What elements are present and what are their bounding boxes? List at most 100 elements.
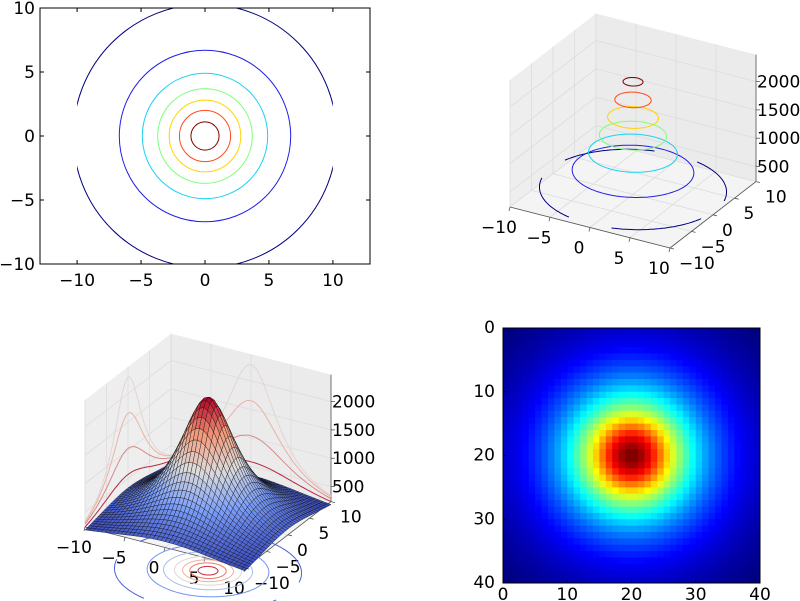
heatmap-cell <box>689 340 697 348</box>
heatmap-cell <box>682 493 690 501</box>
heatmap-cell <box>663 442 671 450</box>
heatmap-cell <box>657 372 665 380</box>
heatmap-cell <box>605 347 613 354</box>
heatmap-cell <box>644 436 652 444</box>
heatmap-cell <box>515 500 523 507</box>
heatmap-cell <box>644 455 652 463</box>
heatmap-cell <box>644 468 652 476</box>
heatmap-cell <box>631 551 639 558</box>
heatmap-cell <box>522 372 530 380</box>
heatmap-cell <box>573 538 581 546</box>
heatmap-cell <box>740 442 748 450</box>
x-tick-label: −5 <box>101 548 126 568</box>
heatmap-cell <box>747 423 754 431</box>
heatmap-cell <box>708 347 716 354</box>
heatmap-cell <box>682 404 690 412</box>
heatmap-cell <box>747 576 754 584</box>
heatmap-cell <box>573 347 581 354</box>
heatmap-cell <box>631 557 639 565</box>
heatmap-cell <box>631 532 639 539</box>
grid-line <box>509 40 597 108</box>
heatmap-cell <box>657 366 665 374</box>
heatmap-cell <box>740 519 748 527</box>
heatmap-cell <box>670 506 677 514</box>
heatmap-cell <box>528 449 536 456</box>
heatmap-cell <box>503 340 510 348</box>
heatmap-cell <box>695 563 703 571</box>
contour-line-3d <box>622 77 644 87</box>
heatmap-cell <box>586 519 594 527</box>
heatmap-cell <box>753 532 761 539</box>
heatmap-cell <box>676 404 684 412</box>
heatmap-cell <box>747 442 754 450</box>
heatmap-cell <box>541 410 549 418</box>
heatmap-cell <box>644 551 652 558</box>
heatmap-cell <box>650 340 658 348</box>
heatmap-cell <box>753 436 761 444</box>
heatmap-cell <box>528 372 536 380</box>
heatmap-cell <box>515 532 523 539</box>
heatmap-cell <box>618 512 626 520</box>
heatmap-cell <box>535 436 542 444</box>
heatmap-cell <box>625 353 632 361</box>
heatmap-cell <box>695 449 703 456</box>
heatmap-cell <box>747 430 754 437</box>
heatmap-cell <box>560 430 568 437</box>
heatmap-cell <box>721 532 729 539</box>
heatmap-cell <box>515 544 523 552</box>
heatmap-cell <box>547 525 555 533</box>
heatmap-cell <box>567 334 575 342</box>
heatmap-cell <box>689 404 697 412</box>
heatmap-cell <box>547 563 555 571</box>
heatmap-cell <box>727 423 735 431</box>
heatmap-cell <box>509 347 517 354</box>
heatmap-cell <box>695 404 703 412</box>
heatmap-cell <box>567 423 575 431</box>
heatmap-cell <box>612 398 620 405</box>
heatmap-cell <box>560 500 568 507</box>
heatmap-cell <box>753 493 761 501</box>
heatmap-cell <box>670 359 677 367</box>
heatmap-cell <box>644 442 652 450</box>
heatmap-cell <box>515 391 523 399</box>
heatmap-cell <box>695 379 703 386</box>
heatmap-cell <box>663 538 671 546</box>
heatmap-cell <box>695 506 703 514</box>
heatmap-cell <box>715 417 722 425</box>
heatmap-cell <box>580 359 587 367</box>
grid-line <box>509 96 597 164</box>
heatmap-cell <box>528 359 536 367</box>
heatmap-cell <box>560 468 568 476</box>
axes-frame <box>39 7 371 265</box>
heatmap-cell <box>567 563 575 571</box>
heatmap-cell <box>721 493 729 501</box>
heatmap-cell <box>554 500 562 507</box>
heatmap-cell <box>670 328 677 335</box>
heatmap-cell <box>682 347 690 354</box>
heatmap-cell <box>670 404 677 412</box>
heatmap-cell <box>747 487 754 495</box>
heatmap-cell <box>560 519 568 527</box>
heatmap-cell <box>676 532 684 539</box>
heatmap-cell <box>631 430 639 437</box>
heatmap-cell <box>734 570 742 578</box>
heatmap-cell <box>631 493 639 501</box>
heatmap-cell <box>695 500 703 507</box>
heatmap-cell <box>612 455 620 463</box>
heatmap-cell <box>515 538 523 546</box>
heatmap-cell <box>676 366 684 374</box>
heatmap-cell <box>515 468 523 476</box>
heatmap-cell <box>528 398 536 405</box>
heatmap-cell <box>734 538 742 546</box>
heatmap-cell <box>554 544 562 552</box>
heatmap-cell <box>554 570 562 578</box>
heatmap-cell <box>650 557 658 565</box>
heatmap-cell <box>580 353 587 361</box>
heatmap-cell <box>625 493 632 501</box>
heatmap-cell <box>605 557 613 565</box>
heatmap-cell <box>625 506 632 514</box>
heatmap-cell <box>644 500 652 507</box>
heatmap-cell <box>554 359 562 367</box>
heatmap-cell <box>592 340 600 348</box>
